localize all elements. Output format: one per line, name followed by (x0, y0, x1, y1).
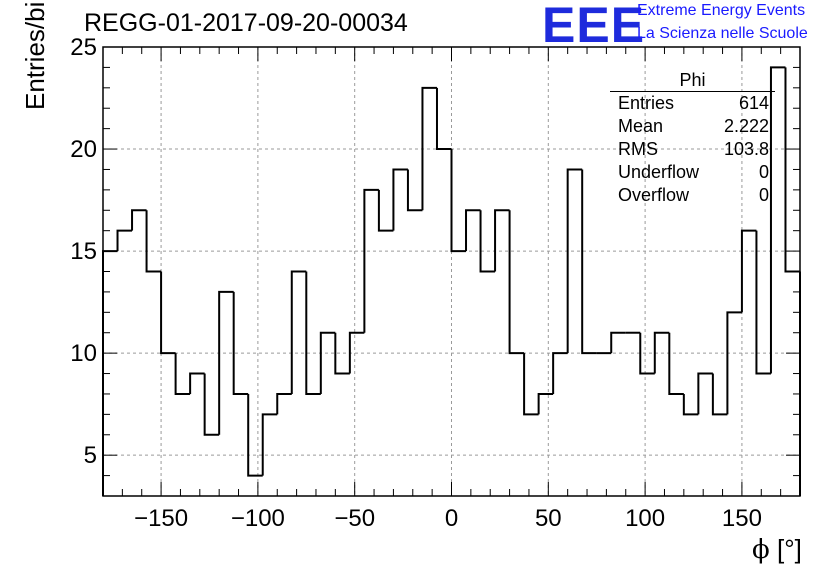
histogram-bin (682, 393, 699, 416)
histogram-bin (174, 353, 191, 395)
histogram-bin (392, 168, 408, 231)
histogram-bin (203, 373, 220, 436)
stats-row-entries: Entries 614 (610, 92, 775, 115)
histogram-bin (450, 149, 467, 253)
stats-box: Phi Entries 614 Mean 2.222 RMS 103.8 Und… (610, 70, 775, 207)
histogram-bin (755, 230, 771, 375)
x-tick-label: −150 (134, 505, 188, 532)
y-tick-label: 15 (70, 238, 97, 265)
histogram-bin (435, 87, 452, 151)
x-tick-label: 0 (445, 505, 458, 532)
histogram-bin (552, 352, 568, 394)
histogram-bin (160, 271, 176, 355)
histogram-bin (145, 210, 162, 273)
stats-value: 614 (738, 93, 769, 113)
histogram-bin (189, 372, 205, 394)
histogram-bin (421, 86, 437, 211)
histogram-bin (290, 270, 307, 394)
x-tick-label: −100 (231, 505, 285, 532)
stats-value: 103.8 (723, 139, 769, 159)
y-tick-label: 20 (70, 136, 97, 163)
histogram-bins (102, 66, 801, 496)
stats-title: Phi (610, 70, 775, 92)
histogram-bin (131, 209, 147, 231)
stats-label: Mean (618, 116, 664, 136)
histogram-bin (305, 271, 321, 395)
stats-label: Underflow (618, 162, 700, 182)
histogram-bin (319, 331, 336, 394)
histogram-bin (784, 67, 800, 273)
histogram-bin (479, 210, 496, 273)
y-tick-label: 25 (70, 34, 97, 61)
x-tick-label: −50 (334, 505, 375, 532)
x-tick-label: 50 (535, 505, 562, 532)
stats-label: Entries (618, 93, 675, 113)
x-tick-label: 150 (722, 505, 762, 532)
eee-tagline-2: La Scienza nelle Scuole (637, 25, 808, 42)
histogram-bin (406, 169, 423, 212)
histogram-bin (348, 331, 365, 374)
histogram-bin (639, 332, 655, 375)
stats-row-rms: RMS 103.8 (610, 138, 775, 161)
histogram-bin (377, 189, 394, 232)
stats-label: RMS (618, 139, 658, 159)
histogram-bin (711, 373, 728, 416)
x-axis-unit: [°] (776, 534, 802, 564)
histogram-bin (537, 392, 554, 415)
histogram-bin (508, 210, 525, 355)
histogram-bin (116, 229, 133, 252)
x-axis-label: ϕ [°] (752, 534, 802, 565)
axis-ticks (102, 46, 801, 497)
histogram-bin (218, 290, 234, 435)
histogram-bin (581, 169, 597, 355)
histogram-bin (566, 168, 583, 354)
histogram-bin (363, 188, 379, 333)
histogram-bin (740, 229, 757, 313)
histogram-bin (261, 413, 278, 476)
x-tick-label: 100 (625, 505, 665, 532)
chart-title: REGG-01-2017-09-20-00034 (84, 9, 408, 37)
stats-label: Overflow (618, 185, 690, 205)
histogram-bin (653, 331, 670, 374)
eee-tagline-1: Extreme Energy Events (637, 2, 806, 19)
stats-row-mean: Mean 2.222 (610, 115, 775, 138)
y-axis-label: Entries/bin (20, 0, 50, 110)
y-tick-label: 5 (84, 442, 97, 469)
histogram-bin (769, 66, 786, 374)
stats-value: 2.222 (723, 116, 769, 136)
plot-frame (102, 46, 801, 497)
histogram-bin (610, 331, 626, 354)
x-axis-symbol: ϕ (752, 535, 770, 565)
stats-row-overflow: Overflow 0 (610, 184, 775, 207)
histogram-bin (247, 393, 263, 477)
histogram-bin (232, 291, 249, 395)
histogram-bin (465, 209, 481, 252)
stats-value: 0 (758, 162, 769, 182)
histogram-bin (668, 332, 684, 395)
histogram-bin (276, 392, 292, 415)
stats-row-underflow: Underflow 0 (610, 161, 775, 184)
histogram-bin (726, 311, 742, 415)
histogram-bin (494, 209, 510, 272)
histogram-bin (697, 372, 713, 415)
tick-labels: −150 −100 −50 0 50 100 150 5 10 15 20 25 (70, 34, 762, 532)
eee-logo: EEE (542, 0, 646, 53)
histogram-bin (334, 332, 350, 375)
histogram-bin (523, 353, 539, 416)
stats-value: 0 (758, 185, 769, 205)
y-tick-label: 10 (70, 340, 97, 367)
